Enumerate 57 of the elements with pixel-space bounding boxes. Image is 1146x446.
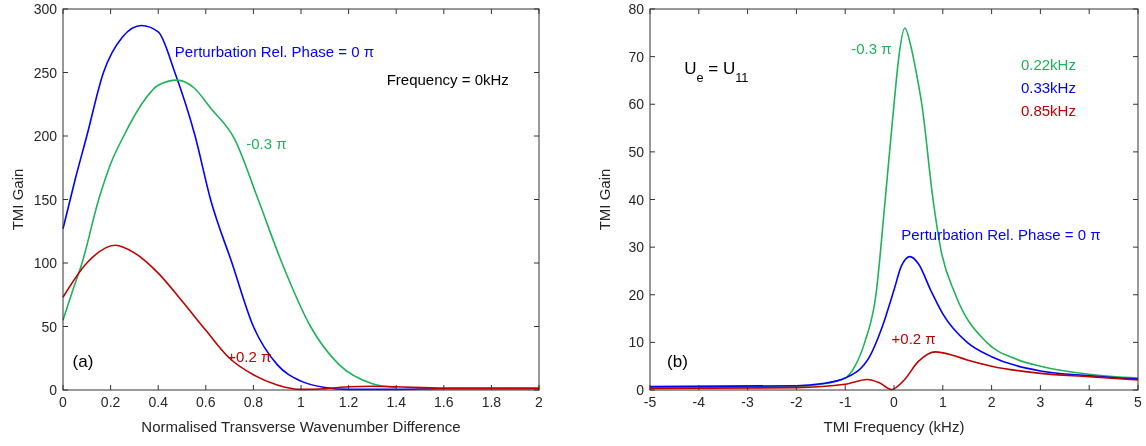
x-tick-label: 2 [987,394,996,410]
x-tick-label: 1 [297,394,306,410]
annotation: Frequency = 0kHz [386,71,509,89]
x-tick-label: 1.4 [386,394,407,410]
x-tick-label: -2 [790,394,803,410]
x-axis-title: Normalised Transverse Wavenumber Difference [141,418,461,435]
x-tick-label: 3 [1036,394,1045,410]
y-axis-title: TMI Gain [596,168,613,231]
annotation: 0.85kHz [1020,101,1076,119]
x-tick-label: -5 [643,394,657,410]
annotation: 0.33kHz [1020,78,1076,96]
y-tick-label: 50 [41,318,58,335]
y-tick-label: 200 [33,128,58,144]
y-tick-label: 50 [628,143,645,160]
annotation: 0.22kHz [1020,55,1076,73]
series-label: -0.3 π [246,134,287,152]
x-tick-label: -4 [692,394,706,410]
annotation: (b) [667,352,688,372]
series-label: +0.2 π [891,330,936,348]
line-series [62,244,540,391]
y-tick-label: 30 [628,239,645,256]
line-series [649,255,1139,388]
y-axis-title: TMI Gain [9,168,26,231]
y-tick-label: 0 [636,382,645,398]
x-tick-label: 0 [890,394,899,410]
y-tick-label: 100 [33,255,58,271]
x-tick-label: 0.4 [148,394,169,410]
y-tick-label: 80 [628,1,645,17]
annotation: (a) [72,352,94,372]
annotation: U$_{e}$ = U$_{11}$ [684,58,749,85]
y-tick-label: 250 [33,64,58,81]
y-tick-label: 40 [628,191,645,208]
x-tick-label: 0 [59,394,68,410]
x-tick-label: 0.2 [100,394,121,410]
x-tick-label: -1 [838,394,852,410]
y-tick-label: 60 [628,96,645,113]
x-tick-label: 2 [535,394,544,410]
x-tick-label: 1.2 [338,394,359,410]
y-tick-label: 10 [628,334,645,351]
series-label: -0.3 π [851,40,892,58]
x-tick-label: 0.6 [196,394,216,410]
x-axis-title: TMI Frequency (kHz) [823,418,965,435]
x-tick-label: 0.8 [243,394,264,410]
y-tick-label: 70 [628,48,645,65]
series-label: Perturbation Rel. Phase = 0 π [174,43,375,61]
x-tick-label: 4 [1085,394,1094,410]
y-tick-label: 0 [49,382,58,398]
series-label: +0.2 π [227,348,272,366]
x-tick-label: 5 [1134,394,1143,410]
x-tick-label: 1.6 [434,394,454,410]
x-tick-label: 1 [938,394,947,410]
y-tick-label: 150 [33,191,58,208]
line-series [649,351,1139,391]
x-tick-label: -3 [741,394,755,410]
y-tick-label: 300 [33,1,58,17]
y-tick-label: 20 [628,286,645,303]
x-tick-label: 1.8 [481,394,502,410]
